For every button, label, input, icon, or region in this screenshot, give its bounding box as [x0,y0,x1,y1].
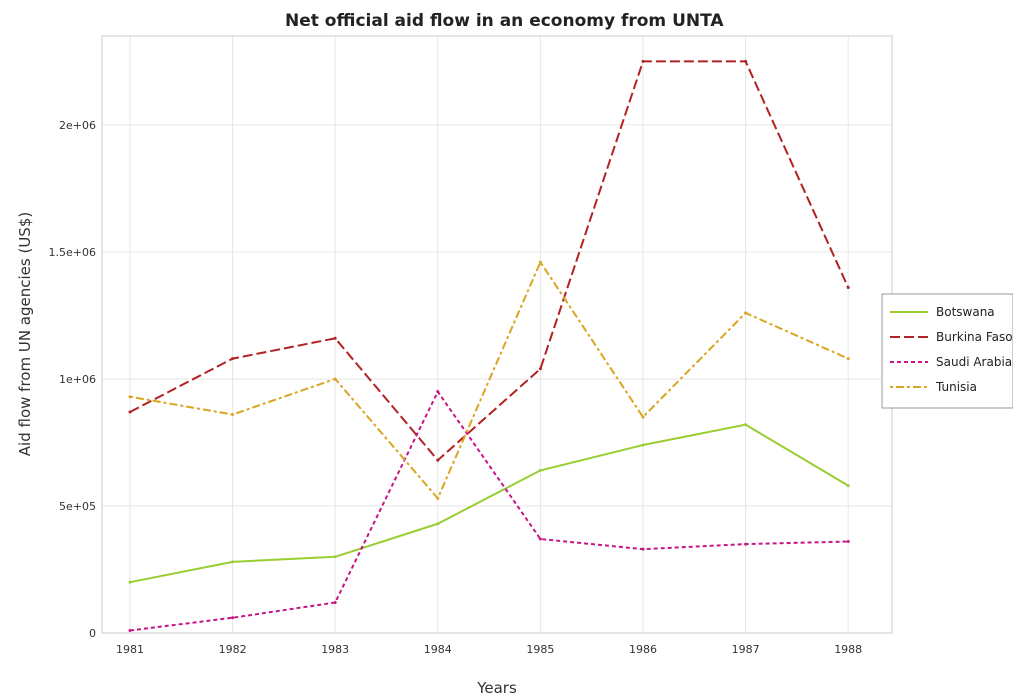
data-point [846,540,850,544]
x-axis-label: Years [476,679,517,697]
x-tick-label: 1981 [116,643,144,656]
legend-label: Tunisia [935,380,977,394]
data-point [744,59,748,63]
chart-title: Net official aid flow in an economy from… [285,11,724,31]
data-point [538,367,542,371]
data-point [641,443,645,447]
x-tick-label: 1987 [732,643,760,656]
data-point [436,390,440,394]
gridlines [102,36,892,634]
data-point [436,496,440,500]
legend-label: Botswana [936,305,995,319]
data-point [846,484,850,488]
data-point [538,537,542,541]
data-point [744,423,748,427]
data-point [333,601,337,605]
data-point [846,357,850,361]
data-point [538,468,542,472]
x-tick-label: 1982 [219,643,247,656]
x-axis-ticks: 1981 1982 1983 1984 1985 1986 1987 1988 [116,643,862,656]
data-point [231,413,235,417]
data-point [538,260,542,264]
y-axis-ticks: 0 5e+05 1e+06 1.5e+06 2e+06 [49,119,96,640]
data-point [641,59,645,63]
series-line-burkina-faso [129,60,850,462]
data-point [333,336,337,340]
y-tick-label: 1e+06 [59,373,96,386]
data-point [231,616,235,620]
y-tick-label: 2e+06 [59,119,96,132]
legend-label: Burkina Faso [936,330,1013,344]
data-point [128,580,132,584]
legend: Botswana Burkina Faso Saudi Arabia Tunisia [881,293,1013,409]
data-point [436,522,440,526]
data-point [231,560,235,564]
series-line-saudi-arabia [129,389,849,632]
data-point [641,547,645,551]
x-tick-label: 1986 [629,643,657,656]
series-line-botswana [129,423,849,584]
data-point [333,377,337,381]
data-point [128,628,132,632]
data-point [744,311,748,315]
x-tick-label: 1984 [424,643,452,656]
data-point [231,357,235,361]
y-tick-label: 0 [89,627,96,640]
data-point [128,410,132,414]
legend-label: Saudi Arabia [936,355,1012,369]
data-point [744,542,748,546]
y-tick-label: 5e+05 [59,500,96,513]
data-point [641,415,645,419]
x-tick-label: 1988 [834,643,862,656]
data-point [436,458,440,462]
data-point [128,395,132,399]
data-point [846,286,850,290]
y-axis-label: Aid flow from UN agencies (US$) [16,212,34,456]
series-line-tunisia [129,260,849,501]
series-lines [128,59,850,632]
y-tick-label: 1.5e+06 [49,246,96,259]
data-point [333,555,337,559]
x-tick-label: 1985 [526,643,554,656]
x-tick-label: 1983 [321,643,349,656]
